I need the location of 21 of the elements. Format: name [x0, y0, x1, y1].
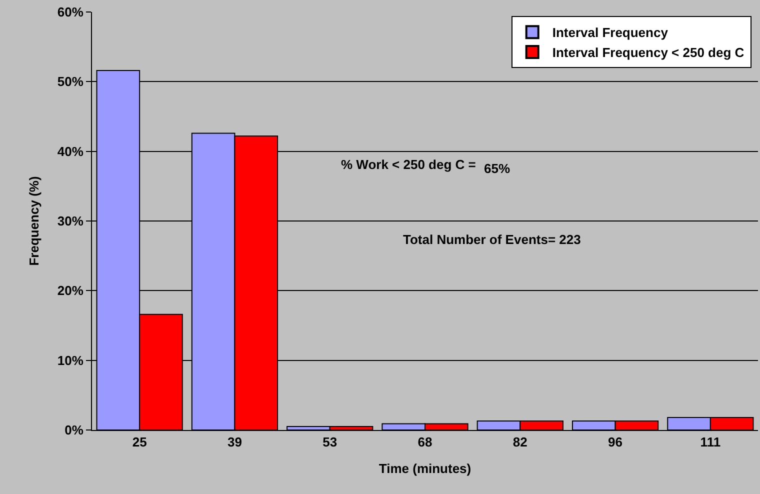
y-tick-label: 20% — [57, 283, 84, 298]
x-tick-label: 53 — [322, 434, 338, 450]
x-tick-label: 111 — [700, 434, 721, 450]
y-tick-label: 60% — [57, 4, 84, 20]
y-tick-label: 10% — [57, 352, 84, 368]
x-tick-label: 82 — [512, 434, 528, 450]
y-tick-label: 30% — [57, 214, 84, 229]
annotation: 65% — [484, 161, 510, 176]
x-tick-label: 96 — [608, 434, 623, 450]
y-axis-title: Frequency (%) — [26, 176, 42, 266]
y-tick-label: 50% — [57, 74, 84, 90]
x-axis-title: Time (minutes) — [378, 461, 472, 476]
x-tick-label: 68 — [418, 434, 432, 450]
annotation: Total Number of Events= 223 — [403, 232, 581, 247]
annotation: % Work < 250 deg C = — [341, 157, 476, 172]
x-tick-label: 39 — [227, 434, 242, 450]
legend-label: Interval Frequency — [552, 25, 669, 40]
x-tick-label: 25 — [132, 434, 147, 450]
y-tick-label: 40% — [57, 144, 84, 159]
y-tick-label: 0% — [64, 422, 84, 438]
legend-label: Interval Frequency < 250 deg C — [552, 45, 745, 60]
